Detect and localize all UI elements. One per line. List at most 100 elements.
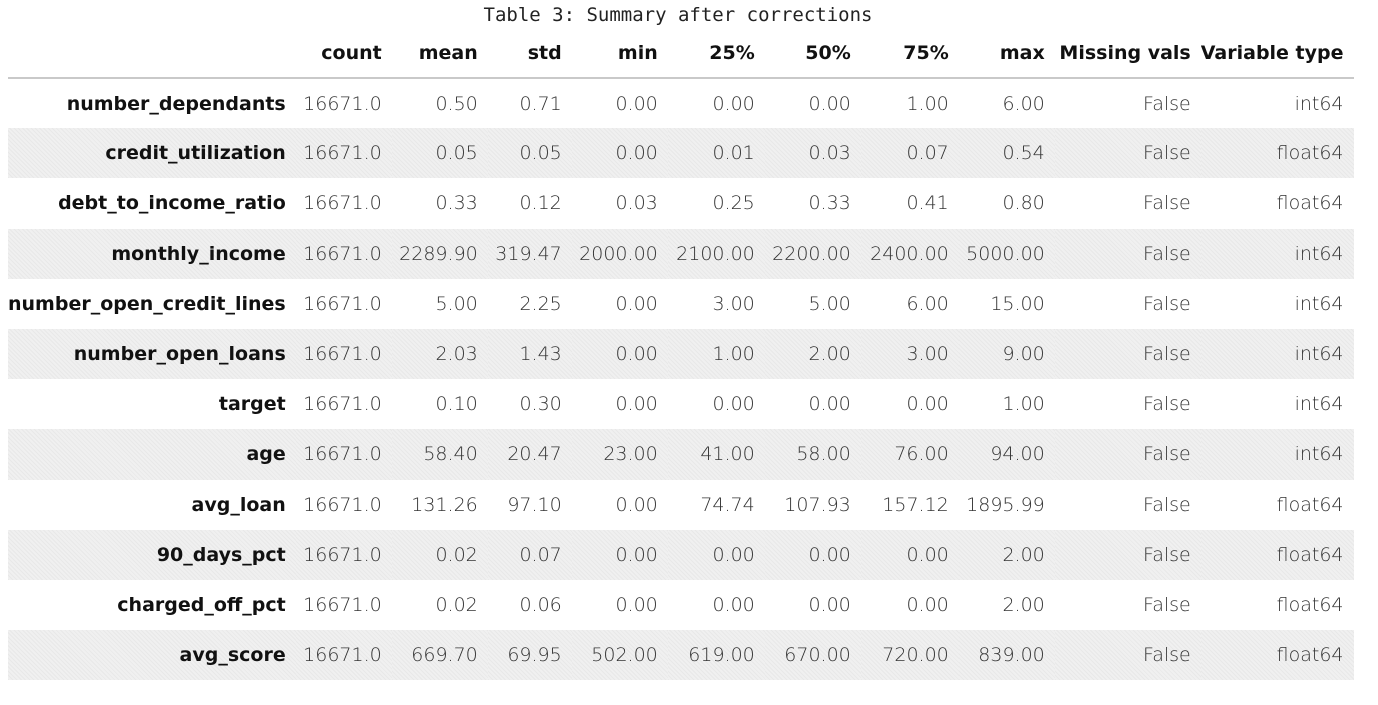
table-cell: False <box>1143 292 1191 315</box>
column-header-missing-vals: Missing vals <box>1054 29 1201 79</box>
table-cell: 0.03 <box>764 128 861 179</box>
table-cell: 0.03 <box>615 192 658 215</box>
table-row: debt_to_income_ratio 16671.0 0.33 0.12 0.03 0… <box>8 178 1354 228</box>
table-cell: 3.00 <box>860 328 959 380</box>
table-cell: 2200.00 <box>764 228 861 279</box>
row-label: 90_days_pct <box>8 529 296 580</box>
row-label: credit_utilization <box>8 128 296 179</box>
table-cell: 0.10 <box>435 393 478 416</box>
header-row: count mean std min 25% 50% 75% max Missi… <box>8 29 1354 79</box>
table-cell: 720.00 <box>860 630 959 681</box>
column-header-count: count <box>295 29 392 79</box>
table-cell: 1.00 <box>906 92 949 115</box>
table-cell: 0.00 <box>571 529 668 580</box>
table-cell: 5.00 <box>435 292 478 315</box>
table-cell: 16671.0 <box>303 192 382 215</box>
table-cell: 76.00 <box>860 429 959 480</box>
table-cell: 0.07 <box>487 529 572 580</box>
table-cell: 6.00 <box>1002 92 1045 115</box>
table-cell: 0.00 <box>860 529 959 580</box>
table-cell: 16671.0 <box>295 630 392 681</box>
table-cell: 0.25 <box>712 192 755 215</box>
table-cell: False <box>1054 529 1201 580</box>
table-cell: 107.93 <box>784 493 851 516</box>
table-cell: 0.50 <box>435 92 478 115</box>
table-cell: 16671.0 <box>303 493 382 516</box>
summary-table: count mean std min 25% 50% 75% max Missi… <box>8 29 1354 681</box>
table-cell: 619.00 <box>667 630 765 681</box>
table-cell: 319.47 <box>487 228 572 279</box>
row-label: age <box>8 429 296 480</box>
table-cell: 0.00 <box>571 128 668 179</box>
table-cell: 0.41 <box>906 192 949 215</box>
row-label: avg_score <box>8 630 296 681</box>
table-cell: 58.00 <box>764 429 861 480</box>
table-cell: False <box>1054 630 1201 681</box>
table-cell: 0.05 <box>391 128 488 179</box>
table-cell: False <box>1054 228 1201 279</box>
table-cell: 97.10 <box>507 493 562 516</box>
table-cell: 0.33 <box>808 192 851 215</box>
table-cell: False <box>1143 92 1191 115</box>
table-cell: 502.00 <box>571 630 668 681</box>
table-cell: 2000.00 <box>571 228 668 279</box>
table-cell: 0.02 <box>435 593 478 616</box>
table-cell: 2.00 <box>958 529 1055 580</box>
table-cell: 0.00 <box>615 292 658 315</box>
table-row: avg_score 16671.0 669.70 69.95 502.00 619.00 6… <box>8 630 1354 681</box>
table-body: number_dependants 16671.0 0.50 0.71 0.00 0.00… <box>8 78 1354 681</box>
table-cell: 0.30 <box>519 393 562 416</box>
table-cell: 41.00 <box>667 429 765 480</box>
table-cell: 6.00 <box>906 292 949 315</box>
table-cell: 15.00 <box>990 292 1045 315</box>
table-row: monthly_income 16671.0 2289.90 319.47 2000.0… <box>8 228 1354 279</box>
table-cell: 0.33 <box>435 192 478 215</box>
table-cell: int64 <box>1294 393 1344 416</box>
table-cell: 16671.0 <box>295 228 392 279</box>
table-cell: int64 <box>1200 429 1354 480</box>
table-cell: False <box>1054 128 1201 179</box>
table-cell: int64 <box>1200 228 1354 279</box>
table-row: number_open_loans 16671.0 2.03 1.43 0.00 1.00… <box>8 328 1354 380</box>
table-cell: 0.00 <box>712 393 755 416</box>
table-cell: 0.06 <box>519 593 562 616</box>
table-cell: 16671.0 <box>295 128 392 179</box>
table-cell: 16671.0 <box>295 429 392 480</box>
table-cell: 3.00 <box>712 292 755 315</box>
table-cell: 670.00 <box>764 630 861 681</box>
table-cell: 0.00 <box>667 529 765 580</box>
table-cell: False <box>1054 429 1201 480</box>
table-cell: int64 <box>1200 328 1354 380</box>
table-cell: 0.71 <box>519 92 562 115</box>
table-cell: False <box>1143 192 1191 215</box>
row-label: number_dependants <box>66 92 286 115</box>
table-cell: 2289.90 <box>391 228 488 279</box>
table-cell: False <box>1143 393 1191 416</box>
table-cell: float64 <box>1200 529 1354 580</box>
table-row: avg_loan 16671.0 131.26 97.10 0.00 74.74 107.9… <box>8 480 1354 530</box>
column-header-50pct: 50% <box>764 29 861 79</box>
table-cell: 0.00 <box>764 529 861 580</box>
table-row: age 16671.0 58.40 20.47 23.00 41.00 58.00 76.00… <box>8 429 1354 480</box>
table-cell: 2.00 <box>1002 593 1045 616</box>
table-cell: float64 <box>1200 128 1354 179</box>
table-cell: 0.05 <box>487 128 572 179</box>
table-cell: 0.00 <box>712 92 755 115</box>
row-label: number_open_loans <box>8 328 296 380</box>
table-cell: 2.03 <box>391 328 488 380</box>
table-cell: int64 <box>1294 92 1344 115</box>
table-cell: False <box>1143 493 1191 516</box>
table-cell: 0.00 <box>808 593 851 616</box>
table-cell: 20.47 <box>487 429 572 480</box>
table-cell: 0.00 <box>808 393 851 416</box>
table-cell: 669.70 <box>391 630 488 681</box>
table-cell: 9.00 <box>958 328 1055 380</box>
table-cell: 1.00 <box>1002 393 1045 416</box>
column-header-25pct: 25% <box>667 29 765 79</box>
row-label: charged_off_pct <box>117 593 286 616</box>
table-cell: float64 <box>1276 593 1344 616</box>
table-cell: False <box>1054 328 1201 380</box>
table-cell: 0.00 <box>712 593 755 616</box>
table-cell: 94.00 <box>958 429 1055 480</box>
row-label: target <box>218 393 286 416</box>
